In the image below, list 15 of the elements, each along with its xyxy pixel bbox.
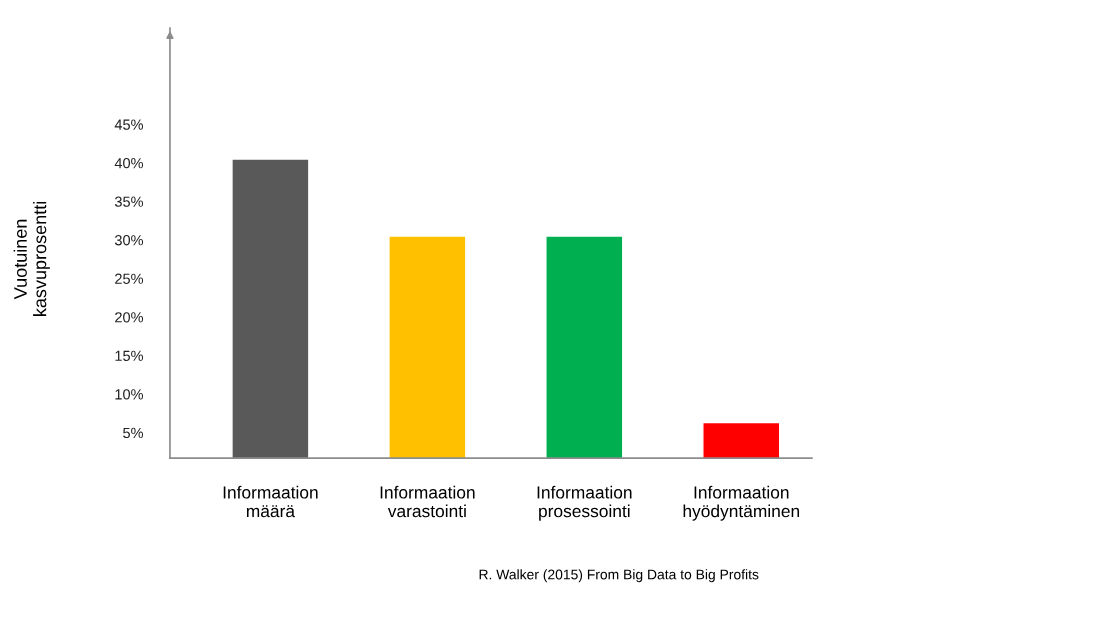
y-tick-label: 25% [115,273,144,284]
y-tick-label: 40% [114,158,144,169]
x-tick-label: Informaation varastointi [380,485,475,518]
y-tick-label: 15% [115,350,144,361]
y-tick-label: 45% [114,119,144,130]
y-tick-label: 20% [115,312,144,323]
x-tick-label: Informaation määrä [223,485,318,518]
y-tick-label: 30% [114,235,144,246]
y-axis-title: Vuotuinen kasvuprosentti [13,201,50,316]
text: R. Walker (2015) From Big Data to Big Profits [479,569,759,583]
x-tick-label: Informaation prosessointi [537,485,632,521]
y-tick-label: 10% [115,389,144,400]
x-tick-label: Informaation hyödyntäminen [683,485,800,521]
y-tick-label: 35% [114,196,144,207]
y-tick-label: 5% [123,427,144,439]
